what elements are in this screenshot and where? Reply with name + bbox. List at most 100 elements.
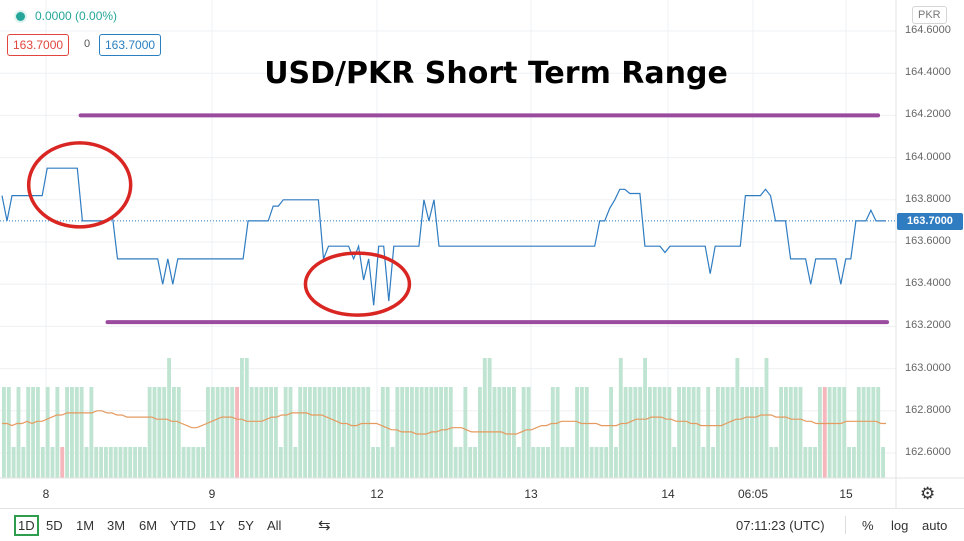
- volume-bar: [754, 387, 759, 478]
- range-button-5y[interactable]: 5Y: [238, 518, 254, 533]
- volume-bar: [70, 387, 74, 478]
- y-tick-label: 162.6000: [905, 446, 951, 458]
- chart-title: USD/PKR Short Term Range: [264, 56, 728, 91]
- volume-bar: [856, 387, 861, 478]
- volume-bar: [84, 447, 89, 478]
- volume-bar: [113, 447, 118, 478]
- volume-bar: [453, 447, 458, 478]
- y-tick-label: 164.2000: [905, 108, 951, 121]
- volume-bar: [827, 387, 832, 478]
- range-button-1m[interactable]: 1M: [76, 518, 95, 533]
- volume-bar: [531, 447, 536, 478]
- volume-bar: [2, 387, 6, 478]
- volume-bar: [876, 387, 881, 478]
- volume-bar: [667, 387, 672, 478]
- volume-bar: [550, 387, 555, 478]
- volume-bar: [482, 358, 487, 478]
- range-button-1y[interactable]: 1Y: [209, 518, 225, 533]
- volume-bar: [866, 387, 871, 478]
- volume-bar: [463, 387, 468, 478]
- volume-bar: [210, 387, 215, 478]
- x-tick-label: 8: [42, 487, 50, 501]
- volume-bar: [599, 447, 604, 478]
- last-price-tag: 163.7000: [897, 213, 963, 230]
- range-button-ytd[interactable]: YTD: [170, 518, 196, 533]
- y-tick-label: 163.0000: [905, 361, 951, 374]
- volume-bar: [720, 387, 725, 478]
- volume-bar: [133, 447, 137, 478]
- volume-bar: [40, 447, 45, 478]
- volume-bar: [847, 447, 851, 478]
- change-value: 0.0000 (0.00%): [35, 9, 118, 23]
- volume-bar: [264, 387, 269, 478]
- volume-bar: [337, 387, 341, 478]
- percent-scale-button[interactable]: %: [862, 518, 874, 533]
- x-tick-label: 13: [524, 487, 538, 501]
- auto-scale-button[interactable]: auto: [922, 518, 948, 533]
- volume-bar: [604, 447, 609, 478]
- range-button-5d[interactable]: 5D: [46, 518, 63, 533]
- volume-bar: [565, 447, 570, 478]
- buy-price-button[interactable]: 163.7000: [99, 34, 162, 56]
- volume-bar: [99, 447, 103, 478]
- volume-bar: [225, 387, 230, 478]
- volume-bar: [176, 387, 181, 478]
- volume-bar: [390, 447, 395, 478]
- range-button-6m[interactable]: 6M: [139, 518, 158, 533]
- live-dot-icon: [14, 9, 27, 23]
- volume-bar: [138, 447, 142, 478]
- volume-bar: [648, 387, 652, 478]
- x-tick-label: 9: [208, 487, 216, 501]
- date-range-icon[interactable]: ⇆: [318, 517, 331, 534]
- volume-bar: [259, 387, 264, 478]
- volume-bar: [186, 447, 191, 478]
- y-tick-label: 163.6000: [905, 235, 951, 247]
- volume-bar: [706, 387, 711, 478]
- range-button-3m[interactable]: 3M: [107, 518, 126, 533]
- volume-bar: [342, 387, 346, 478]
- volume-bar: [589, 447, 594, 478]
- volume-bar: [580, 387, 584, 478]
- volume-bar: [512, 387, 516, 478]
- volume-bar: [327, 387, 332, 478]
- spread-value: 0: [84, 38, 91, 50]
- volume-bar: [293, 447, 298, 478]
- volume-bar: [487, 358, 492, 478]
- settings-gear-icon[interactable]: ⚙: [920, 484, 936, 503]
- volume-bar: [79, 387, 84, 478]
- volume-bar: [351, 387, 356, 478]
- volume-bar: [764, 358, 769, 478]
- volume-bar: [686, 387, 691, 478]
- volume-bar: [769, 447, 774, 478]
- volume-bar: [308, 387, 312, 478]
- range-button-all[interactable]: All: [267, 518, 282, 533]
- volume-bar: [750, 387, 754, 478]
- toolbar-divider: [845, 516, 846, 534]
- x-tick-label: 14: [661, 487, 675, 501]
- sell-price-button[interactable]: 163.7000: [7, 34, 70, 56]
- volume-bar: [201, 447, 205, 478]
- volume-bar: [380, 387, 385, 478]
- volume-bar: [735, 358, 740, 478]
- volume-bar: [220, 387, 225, 478]
- volume-bar: [458, 447, 463, 478]
- volume-bar: [240, 358, 244, 478]
- y-tick-label: 163.4000: [905, 277, 951, 290]
- volume-bar: [541, 447, 545, 478]
- volume-bar: [89, 387, 94, 478]
- volume-bar: [871, 387, 876, 478]
- log-scale-button[interactable]: log: [891, 518, 909, 533]
- range-button-1d[interactable]: 1D: [14, 515, 39, 536]
- volume-bar: [419, 387, 424, 478]
- volume-bar: [798, 387, 803, 478]
- volume-bar: [288, 387, 293, 478]
- volume-bar: [191, 447, 196, 478]
- volume-bar: [623, 387, 628, 478]
- volume-bar: [570, 447, 575, 478]
- volume-bar: [507, 387, 511, 478]
- volume-bar: [682, 387, 686, 478]
- volume-bar: [779, 387, 783, 478]
- volume-bar: [172, 387, 176, 478]
- quote-header: 0.0000 (0.00%): [14, 9, 117, 23]
